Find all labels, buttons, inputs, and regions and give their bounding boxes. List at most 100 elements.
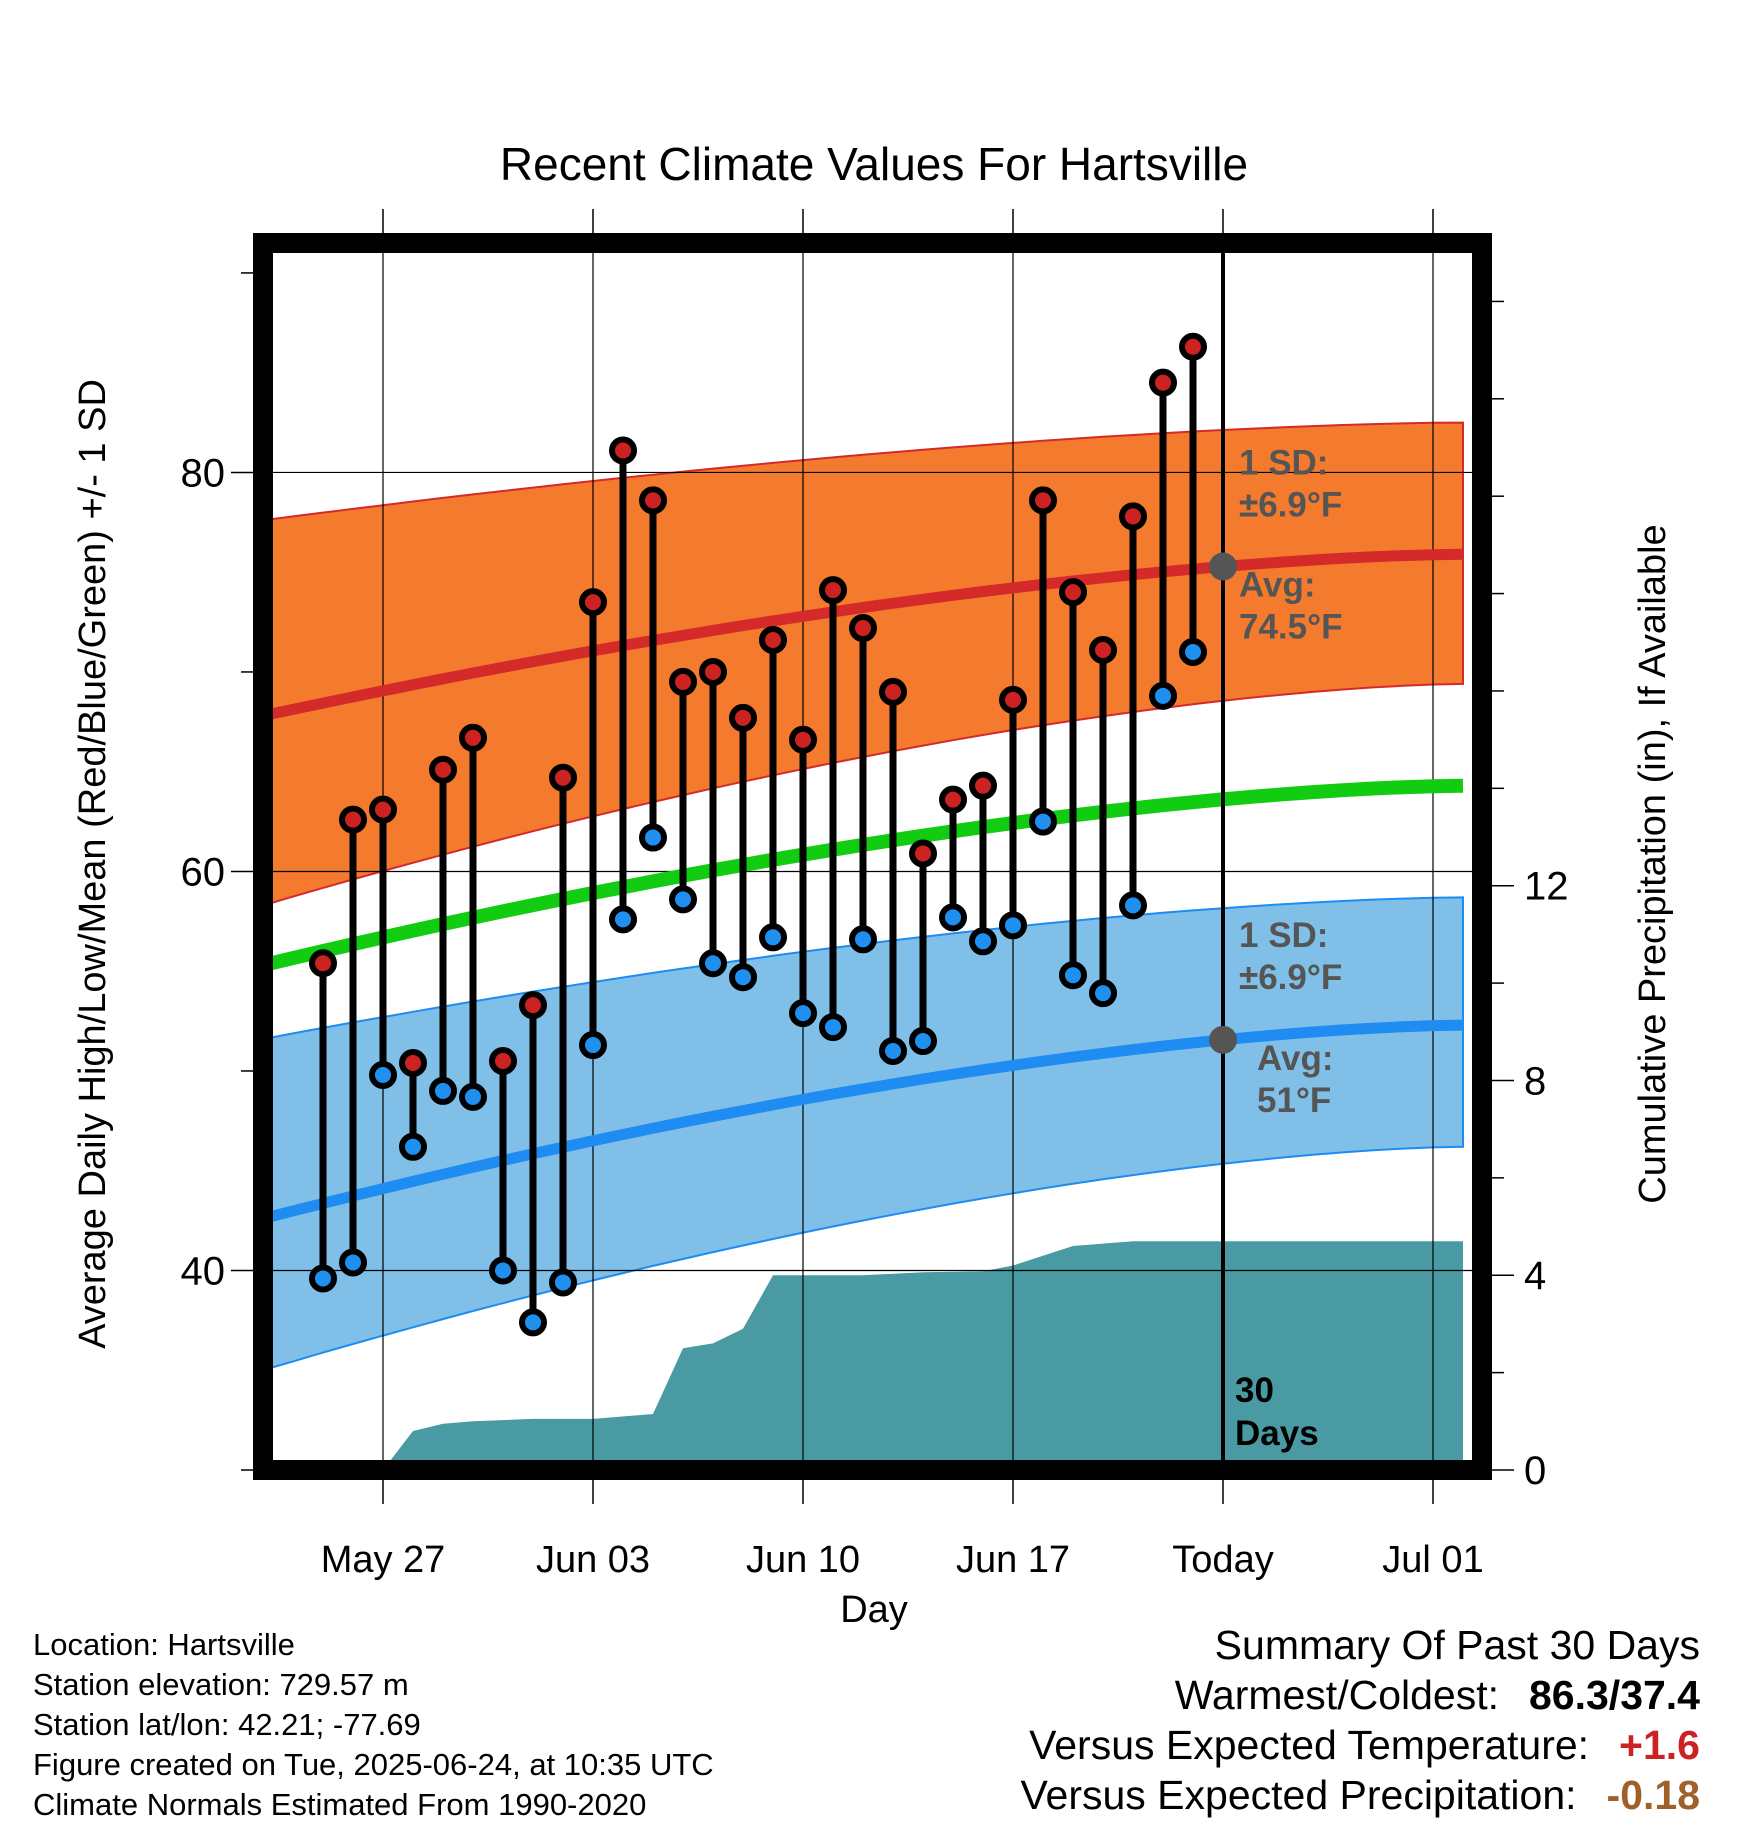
x-tick-label: Jul 01 (1382, 1539, 1483, 1581)
daily-high-point (759, 626, 787, 655)
daily-high-point (849, 614, 877, 643)
daily-low-point (879, 1037, 907, 1066)
latlon-text: Station lat/lon: 42.21; -77.69 (33, 1707, 421, 1742)
daily-low-point (969, 927, 997, 956)
daily-low-point (909, 1027, 937, 1056)
plot-content (263, 243, 1482, 1470)
daily-low-point (849, 925, 877, 954)
daily-high-point (549, 763, 577, 792)
daily-high-point (639, 486, 667, 515)
daily-low-point (1179, 638, 1207, 666)
plot-frame (253, 233, 1492, 1480)
today-high-avg-marker (1209, 552, 1237, 581)
location-text: Location: Hartsville (33, 1627, 295, 1662)
summary-warm-cold: Warmest/Coldest: 86.3/37.4 (1020, 1670, 1700, 1720)
temp-label: Versus Expected Temperature: (1029, 1722, 1590, 1768)
daily-high-point (999, 685, 1027, 714)
daily-low-point (699, 949, 727, 978)
y-left-tick-label: 80 (181, 451, 226, 495)
summary-precip: Versus Expected Precipitation: -0.18 (1020, 1770, 1700, 1820)
daily-low-point (819, 1013, 847, 1042)
precip-label: Versus Expected Precipitation: (1020, 1772, 1577, 1818)
x-tick-label: Today (1172, 1539, 1273, 1581)
y-axis-left-label: Average Daily High/Low/Mean (Red/Blue/Gr… (72, 379, 114, 1349)
daily-low-point (429, 1076, 457, 1105)
chart-title: Recent Climate Values For Hartsville (500, 138, 1248, 190)
daily-high-point (1089, 636, 1117, 665)
daily-low-point (459, 1082, 487, 1111)
daily-high-point (969, 771, 997, 800)
daily-low-point (939, 903, 967, 932)
high-avg-value: 74.5°F (1239, 608, 1343, 647)
daily-low-point (999, 911, 1027, 940)
daily-high-point (1149, 368, 1177, 397)
y-right-tick-label: 4 (1524, 1254, 1546, 1298)
daily-low-point (729, 963, 757, 992)
daily-high-point (459, 723, 487, 752)
warm-cold-label: Warmest/Coldest: (1174, 1672, 1499, 1718)
y-right-tick-label: 12 (1524, 865, 1569, 909)
daily-low-point (669, 885, 697, 914)
high-sd-value: ±6.9°F (1239, 486, 1342, 525)
daily-low-point (1029, 807, 1057, 836)
warm-cold-value: 86.3/37.4 (1529, 1672, 1700, 1718)
daily-high-point (579, 588, 607, 617)
daily-low-point (489, 1256, 517, 1285)
y-axis-right-label: Cumulative Precipitation (in), If Availa… (1632, 524, 1674, 1203)
daily-low-point (1059, 961, 1087, 990)
daily-high-point (519, 991, 547, 1020)
elevation-text: Station elevation: 729.57 m (33, 1667, 409, 1702)
daily-high-point (1119, 502, 1147, 531)
daily-high-point (879, 677, 907, 706)
daily-high-point (1179, 332, 1207, 361)
precipitation-area (383, 1241, 1463, 1470)
daily-low-point (1119, 891, 1147, 920)
daily-high-point (669, 667, 697, 696)
precip-value: -0.18 (1606, 1772, 1700, 1818)
daily-low-point (789, 999, 817, 1028)
y-right-tick-label: 0 (1524, 1449, 1546, 1493)
daily-high-point (309, 949, 337, 978)
daily-high-point (429, 755, 457, 784)
daily-low-point (369, 1060, 397, 1089)
daily-high-point (339, 805, 367, 834)
daily-high-point (369, 795, 397, 824)
x-tick-label: May 27 (321, 1539, 446, 1581)
daily-low-point (339, 1248, 367, 1277)
x-tick-label: Jun 17 (956, 1539, 1070, 1581)
daily-high-point (1059, 578, 1087, 607)
x-axis-label: Day (840, 1589, 908, 1631)
high-sd-label: 1 SD: (1239, 444, 1328, 483)
high-avg-label: Avg: (1239, 566, 1315, 605)
created-text: Figure created on Tue, 2025-06-24, at 10… (33, 1747, 714, 1782)
station-info: Location: Hartsville Station elevation: … (33, 1625, 714, 1825)
avg-high-line (263, 548, 1464, 722)
daily-high-point (789, 725, 817, 754)
daily-low-point (609, 905, 637, 934)
daily-low-point (1149, 681, 1177, 710)
daily-high-point (699, 657, 727, 686)
daily-low-point (309, 1264, 337, 1293)
days-label-count: 30 (1235, 1371, 1274, 1410)
normals-text: Climate Normals Estimated From 1990-2020 (33, 1787, 647, 1822)
low-avg-value: 51°F (1257, 1081, 1331, 1120)
x-tick-label: Jun 03 (536, 1539, 650, 1581)
y-left-tick-label: 40 (181, 1249, 226, 1293)
daily-high-point (399, 1048, 427, 1077)
summary-panel: Summary Of Past 30 Days Warmest/Coldest:… (1020, 1620, 1700, 1820)
temp-value: +1.6 (1619, 1722, 1700, 1768)
summary-temp: Versus Expected Temperature: +1.6 (1020, 1720, 1700, 1770)
daily-high-point (1029, 486, 1057, 515)
low-sd-label: 1 SD: (1239, 916, 1328, 955)
daily-high-point (819, 576, 847, 605)
daily-high-point (939, 785, 967, 814)
daily-high-point (729, 703, 757, 732)
low-sd-value: ±6.9°F (1239, 958, 1342, 997)
daily-low-point (399, 1132, 427, 1161)
daily-low-point (759, 923, 787, 952)
daily-low-point (579, 1031, 607, 1060)
daily-high-point (489, 1047, 517, 1075)
low-avg-label: Avg: (1257, 1039, 1333, 1078)
